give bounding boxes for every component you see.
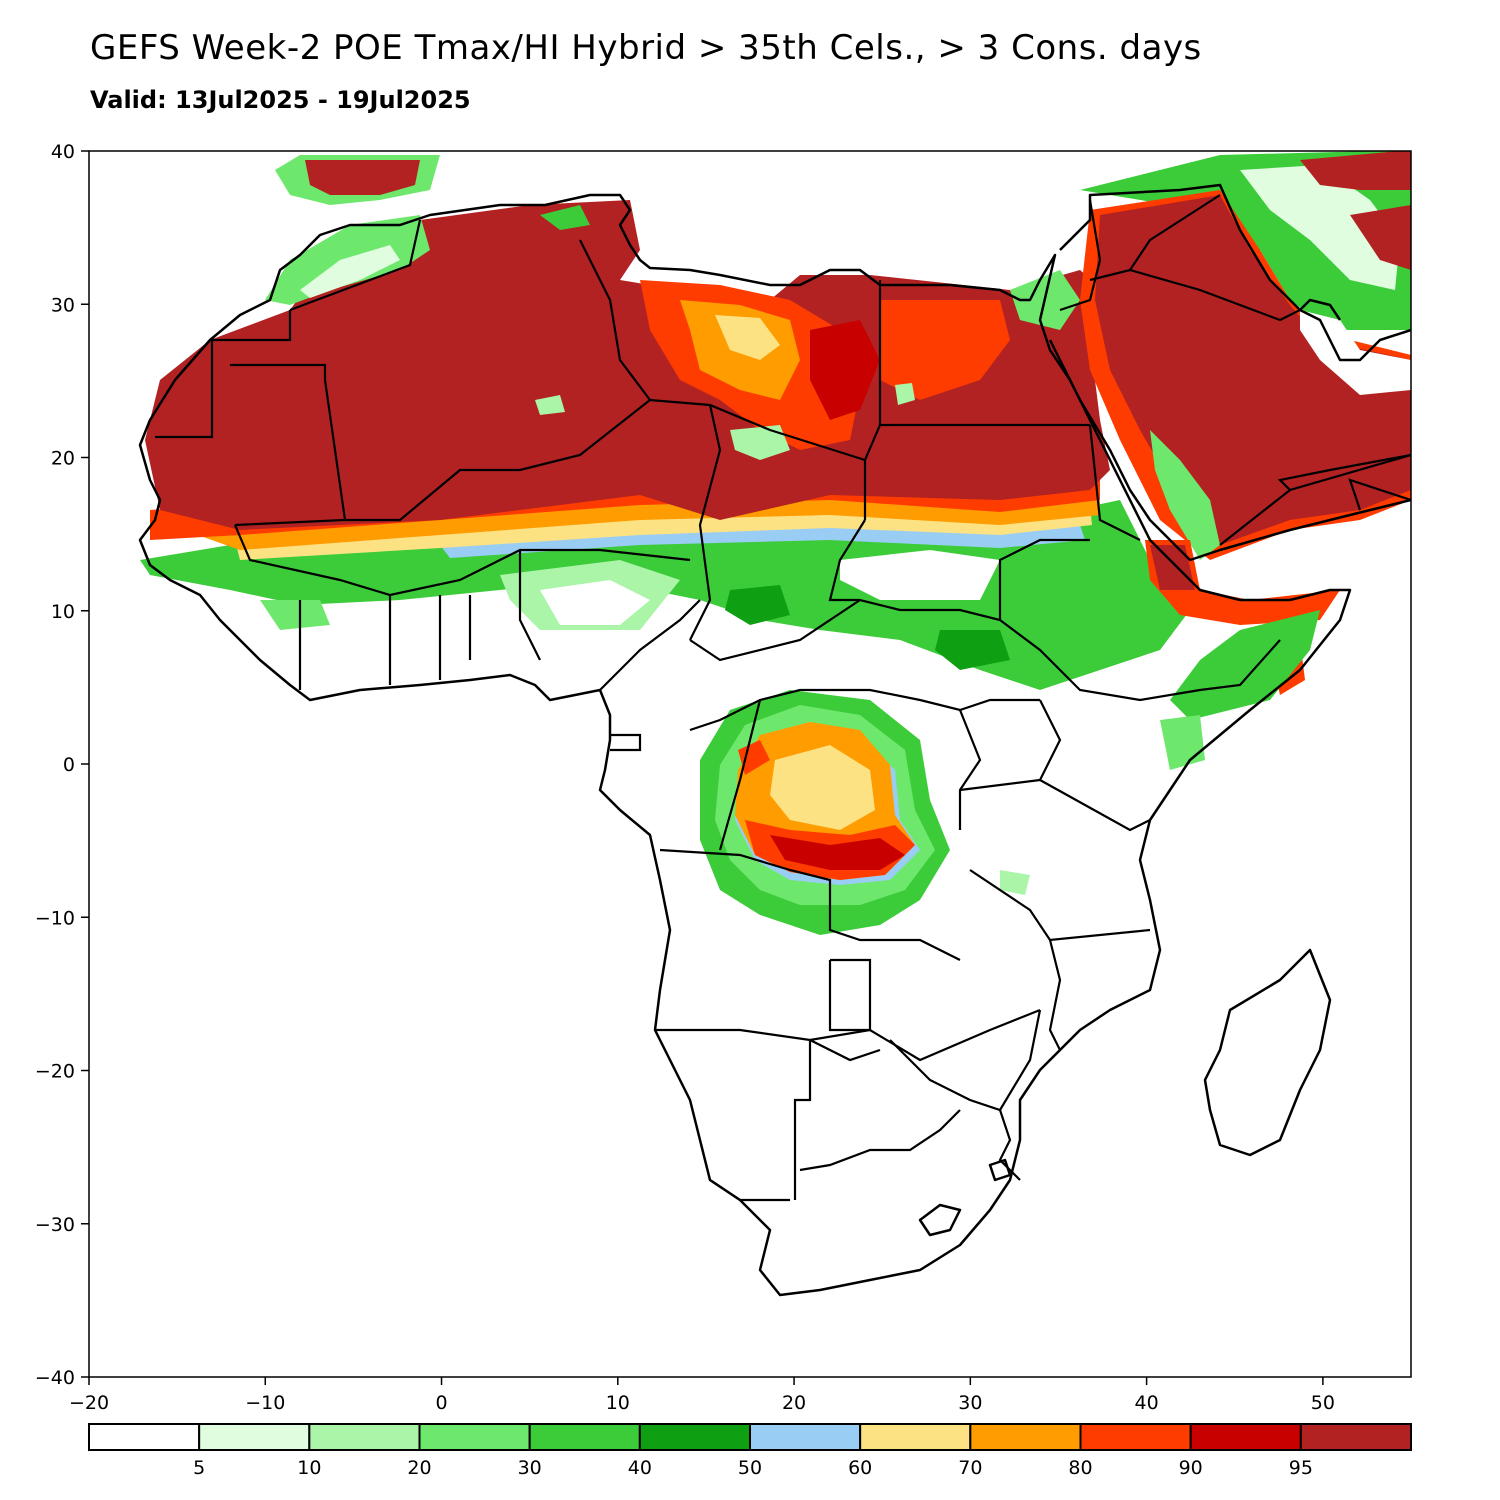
x-tick-label: 40 — [1135, 1392, 1159, 1414]
x-tick-label: 20 — [782, 1392, 806, 1414]
colorbar-label: 30 — [518, 1457, 542, 1479]
coastline — [138, 183, 1411, 1297]
x-tick-label: −20 — [69, 1392, 109, 1414]
colorbar-swatch — [1189, 1423, 1302, 1451]
colorbar-label: 10 — [297, 1457, 321, 1479]
x-tick-label: 10 — [606, 1392, 630, 1414]
country-borders — [155, 194, 1411, 1202]
map-title: GEFS Week-2 POE Tmax/HI Hybrid > 35th Ce… — [90, 28, 1202, 68]
latitude-axis: 40 30 20 10 0 −10 −20 −30 −40 — [35, 141, 89, 1389]
colorbar-swatch — [308, 1423, 421, 1451]
y-tick-label: 40 — [51, 141, 75, 163]
colorbar-label: 20 — [407, 1457, 431, 1479]
colorbar-label: 95 — [1289, 1457, 1313, 1479]
y-tick-label: 0 — [63, 754, 75, 776]
x-tick-label: 0 — [435, 1392, 447, 1414]
y-tick-label: −30 — [35, 1214, 75, 1236]
central-africa-field — [700, 690, 950, 935]
y-tick-label: 30 — [51, 294, 75, 316]
x-tick-label: −10 — [245, 1392, 285, 1414]
colorbar-swatch — [1079, 1423, 1192, 1451]
x-tick-label: 30 — [958, 1392, 982, 1414]
colorbar-label: 60 — [848, 1457, 872, 1479]
colorbar-swatch — [969, 1423, 1082, 1451]
colorbar-swatch — [198, 1423, 311, 1451]
colorbar-swatch — [859, 1423, 972, 1451]
y-tick-label: −20 — [35, 1061, 75, 1083]
y-tick-label: −10 — [35, 907, 75, 929]
valid-dates: Valid: 13Jul2025 - 19Jul2025 — [90, 86, 471, 114]
colorbar-swatch — [88, 1423, 201, 1451]
mediterranean-fields — [265, 155, 1080, 330]
x-tick-label: 50 — [1311, 1392, 1335, 1414]
colorbar-swatch — [528, 1423, 641, 1451]
colorbar-label: 50 — [738, 1457, 762, 1479]
colorbar-swatch — [1299, 1423, 1413, 1451]
colorbar: 5 10 20 30 40 50 60 70 80 90 95 — [88, 1423, 1413, 1479]
colorbar-label: 90 — [1179, 1457, 1203, 1479]
map-plot-area — [138, 151, 1411, 1297]
colorbar-swatch — [638, 1423, 751, 1451]
colorbar-label: 5 — [193, 1457, 205, 1479]
y-tick-label: 10 — [51, 601, 75, 623]
y-tick-label: −40 — [35, 1367, 75, 1389]
colorbar-swatch — [749, 1423, 862, 1451]
longitude-axis: −20 −10 0 10 20 30 40 50 — [69, 1377, 1335, 1414]
colorbar-swatch — [418, 1423, 531, 1451]
colorbar-label: 80 — [1068, 1457, 1092, 1479]
colorbar-label: 70 — [958, 1457, 982, 1479]
y-tick-label: 20 — [51, 448, 75, 470]
colorbar-label: 40 — [628, 1457, 652, 1479]
